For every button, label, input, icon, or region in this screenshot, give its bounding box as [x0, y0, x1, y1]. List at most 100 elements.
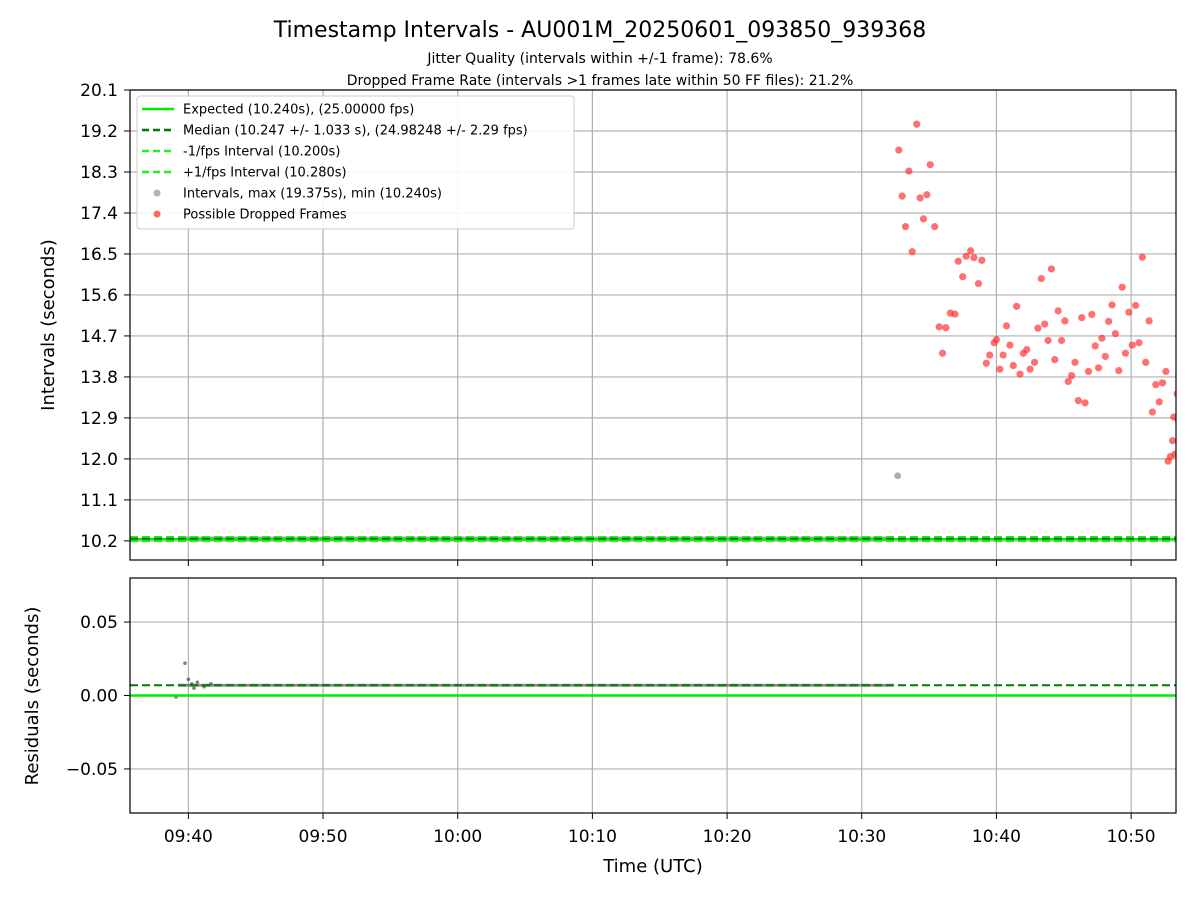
residual-point: [451, 683, 455, 687]
dropped-frame-point: [1023, 345, 1031, 354]
y-tick-label: 16.5: [80, 245, 118, 265]
residuals-series: [130, 661, 1176, 699]
intervals-ylabel: Intervals (seconds): [38, 239, 59, 411]
dropped-frame-point: [1041, 320, 1049, 328]
dropped-frame-point: [1125, 308, 1133, 316]
dropped-frame-point: [1061, 317, 1069, 325]
residual-point: [499, 683, 503, 687]
intervals-ticks: 10.2 11.1 12.0 12.9 13.8 14.7 15.6 16.5 17.4 18.3…: [80, 81, 1132, 566]
x-tick-label: 10:50: [1107, 827, 1156, 847]
dropped-frame-point: [1030, 358, 1039, 366]
dropped-frame-point: [1088, 310, 1096, 319]
residual-point: [192, 686, 196, 690]
residual-point: [667, 683, 671, 687]
legend-label: Possible Dropped Frames: [183, 208, 347, 223]
residual-point: [269, 683, 273, 687]
legend-marker: [153, 189, 161, 197]
legend: Expected (10.240s), (25.00000 fps) Median…: [136, 95, 575, 230]
intervals-panel: 10.2 11.1 12.0 12.9 13.8 14.7 15.6 16.5 17.4 18.3…: [38, 81, 1177, 566]
residual-point: [786, 683, 791, 687]
residual-point: [295, 683, 299, 687]
y-tick-label: 20.1: [80, 81, 118, 101]
residual-point: [462, 683, 466, 687]
residual-point: [354, 683, 358, 687]
dropped-frame-point: [959, 273, 967, 281]
dropped-frame-point: [1044, 336, 1052, 345]
y-tick-label: 13.8: [80, 368, 118, 388]
residual-point: [713, 683, 717, 687]
dropped-frame-point: [1152, 381, 1160, 389]
residual-point: [846, 683, 850, 687]
residual-point: [701, 683, 706, 687]
dropped-frame-point: [1084, 367, 1093, 376]
residual-point: [798, 683, 802, 687]
residual-point: [605, 683, 609, 687]
y-tick-label: 12.0: [80, 450, 118, 470]
x-tick-label: 09:50: [299, 827, 348, 847]
y-tick-label: 18.3: [80, 163, 118, 183]
dropped-frame-point: [978, 256, 986, 264]
residual-point: [183, 661, 187, 665]
legend-label: +1/fps Interval (10.280s): [183, 166, 347, 181]
dropped-frame-point: [895, 146, 903, 154]
chart-subtitle-dropped: Dropped Frame Rate (intervals >1 frames …: [347, 73, 854, 89]
legend-marker: [153, 210, 161, 218]
residual-point: [235, 683, 239, 687]
dropped-frame-point: [1128, 341, 1136, 349]
y-tick-label: 10.2: [80, 532, 118, 552]
dropped-frame-point: [1171, 450, 1176, 458]
dropped-frame-point: [1098, 334, 1106, 342]
intervals-axes-frame: [129, 89, 1177, 561]
residual-point: [414, 683, 418, 687]
residual-point: [329, 683, 333, 687]
dropped-frame-point: [1071, 358, 1079, 366]
x-tick-label: 10:10: [568, 827, 617, 847]
residual-point: [389, 683, 393, 687]
dropped-frame-point: [1121, 349, 1130, 357]
dropped-frame-point: [913, 120, 921, 128]
dropped-frame-point: [1074, 397, 1082, 405]
residual-point: [246, 683, 250, 687]
legend-label: Intervals, max (19.375s), min (10.240s): [183, 187, 442, 202]
y-tick-label: 14.7: [80, 327, 118, 347]
dropped-frame-point: [1135, 339, 1143, 347]
residual-point: [559, 683, 563, 687]
dropped-frame-point: [992, 335, 1001, 344]
dropped-frame-point: [935, 323, 943, 331]
dropped-frame-point: [1078, 314, 1086, 322]
dropped-frame-point: [974, 279, 983, 288]
dropped-frame-point: [1051, 356, 1059, 364]
residual-point: [195, 680, 200, 685]
legend-label: Median (10.247 +/- 1.033 s), (24.98248 +…: [183, 124, 528, 139]
legend-box: [136, 95, 575, 230]
dropped-frame-point: [1115, 366, 1123, 375]
residual-point: [534, 683, 538, 687]
dropped-frame-point: [919, 215, 928, 223]
dropped-frame-point: [1169, 437, 1176, 445]
residual-point: [545, 683, 549, 687]
residual-point: [343, 683, 347, 687]
dropped-frame-point: [1094, 364, 1103, 372]
dropped-frame-point: [999, 351, 1007, 359]
dropped-frame-point: [916, 194, 924, 202]
dropped-frame-point: [938, 349, 947, 357]
y-tick-label: 19.2: [80, 122, 118, 142]
x-tick-label: 10:40: [972, 827, 1021, 847]
x-axis-label: Time (UTC): [602, 856, 703, 877]
residual-point: [306, 683, 310, 687]
residual-point: [437, 683, 441, 687]
y-tick-label: 17.4: [80, 204, 118, 224]
dropped-frame-point: [1013, 302, 1021, 310]
dropped-frame-point: [1155, 398, 1163, 406]
residual-point: [593, 683, 598, 687]
residual-point: [403, 683, 407, 687]
residual-point: [775, 683, 779, 687]
chart-subtitle-jitter: Jitter Quality (intervals within +/-1 fr…: [426, 51, 772, 67]
dropped-frame-point: [986, 351, 994, 359]
dropped-frame-point: [1162, 367, 1170, 376]
residual-point: [281, 683, 285, 687]
interval-point: [894, 472, 902, 480]
dropped-frame-point: [996, 365, 1004, 373]
x-tick-label: 09:40: [164, 827, 213, 847]
dropped-frame-point: [1054, 307, 1062, 315]
